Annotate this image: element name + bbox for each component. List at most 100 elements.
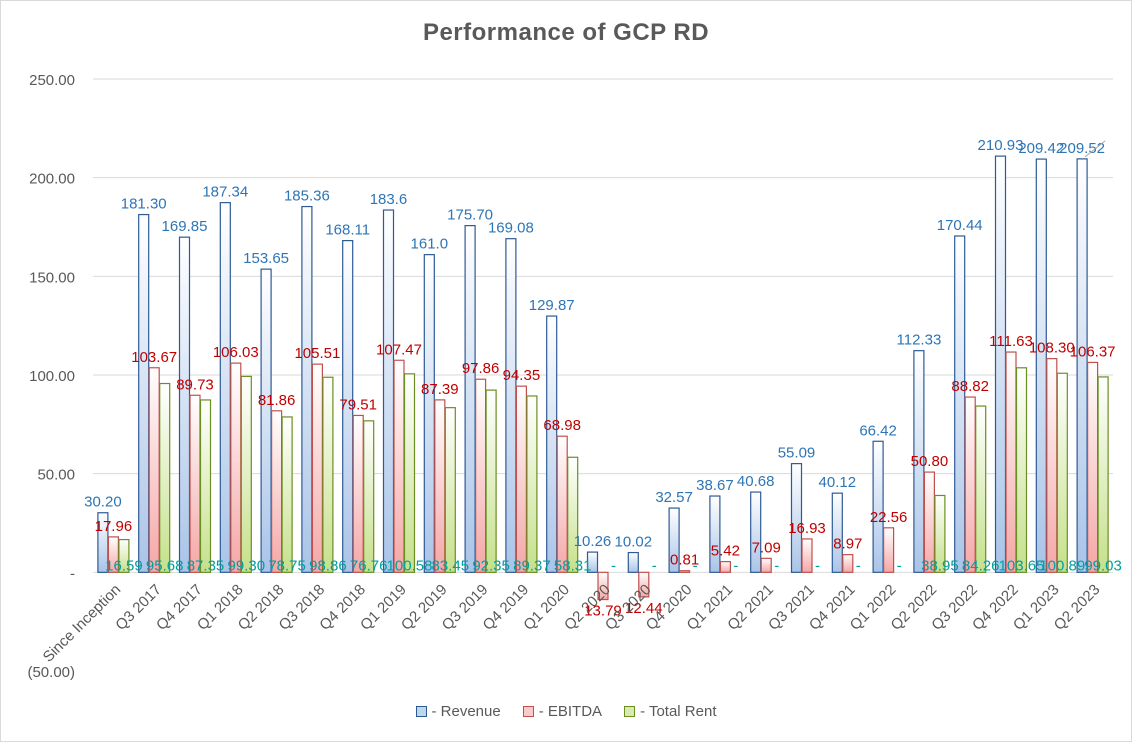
bar-revenue [138, 213, 150, 573]
data-label-revenue: 183.6 [370, 191, 408, 208]
data-label-ebitda: 13.79 [584, 603, 622, 620]
bar-ebitda [678, 570, 691, 573]
data-label-revenue: 209.52 [1059, 140, 1105, 157]
data-label-ebitda: 106.03 [213, 344, 259, 361]
bar-revenue [709, 495, 721, 573]
bar-ebitda [719, 561, 732, 573]
y-tick-label: 200.00 [29, 171, 75, 188]
y-tick-label: 150.00 [29, 269, 75, 286]
data-label-total-rent: - [815, 557, 820, 574]
data-label-total-rent: 78.75 [268, 557, 306, 574]
legend-swatch-revenue [415, 706, 427, 717]
bar-revenue [994, 155, 1007, 573]
data-label-total-rent: 98.86 [309, 557, 347, 574]
data-label-revenue: 10.26 [574, 533, 612, 550]
data-label-ebitda: 5.42 [711, 543, 740, 560]
data-label-ebitda: 111.63 [989, 333, 1033, 350]
bar-revenue [423, 254, 435, 573]
bar-total-rent [1015, 367, 1028, 573]
bar-ebitda [311, 363, 323, 573]
data-label-ebitda: 79.51 [339, 396, 377, 413]
bar-ebitda [271, 410, 283, 573]
bar-total-rent [975, 405, 987, 573]
bar-revenue [505, 238, 517, 573]
data-label-total-rent: 100.89 [1039, 557, 1085, 574]
bar-ebitda [475, 378, 487, 573]
legend-item-ebitda: - EBITDA [522, 703, 602, 720]
data-label-total-rent: 16.59 [105, 557, 143, 574]
data-label-total-rent: 87.35 [187, 557, 225, 574]
data-label-total-rent: - [693, 557, 698, 574]
bar-ebitda [964, 396, 976, 573]
bar-revenue [260, 268, 272, 573]
bar-ebitda [1086, 361, 1099, 573]
data-label-total-rent: 83.45 [432, 557, 470, 574]
data-label-ebitda: 68.98 [543, 417, 581, 434]
legend-item-revenue: - Revenue [415, 703, 501, 720]
data-label-ebitda: 106.37 [1070, 343, 1116, 360]
data-label-revenue: 112.33 [897, 332, 942, 349]
bar-revenue [872, 440, 884, 573]
data-label-revenue: 129.87 [529, 297, 575, 314]
bar-revenue [178, 236, 191, 573]
data-label-ebitda: 8.97 [833, 536, 862, 553]
data-label-total-rent: - [652, 557, 657, 574]
bar-total-rent [281, 416, 293, 573]
bar-revenue [668, 507, 680, 573]
bar-ebitda [842, 554, 854, 573]
bar-total-rent [403, 373, 416, 573]
data-label-revenue: 40.12 [819, 474, 857, 491]
data-label-revenue: 187.34 [202, 184, 248, 201]
y-tick-label: 250.00 [29, 72, 75, 89]
y-tick-label: 100.00 [29, 368, 75, 385]
data-label-revenue: 169.85 [162, 218, 208, 235]
chart-title: Performance of GCP RD [422, 19, 710, 46]
x-tick-label: Since Inception [40, 581, 125, 666]
data-label-revenue: 181.30 [121, 196, 167, 213]
data-label-ebitda: 89.73 [176, 376, 214, 393]
data-label-total-rent: 95.68 [146, 557, 184, 574]
data-label-total-rent: 100.58 [387, 557, 433, 574]
legend-swatch-total-rent [624, 706, 636, 717]
bar-revenue [627, 551, 639, 573]
data-label-ebitda: 7.09 [752, 539, 781, 556]
bar-revenue [790, 463, 803, 573]
data-label-ebitda: 107.47 [376, 341, 422, 358]
data-label-ebitda: 97.86 [462, 360, 500, 377]
bar-ebitda [148, 367, 160, 573]
bar-ebitda [638, 571, 650, 598]
bar-ebitda [556, 435, 568, 573]
bar-revenue [219, 202, 231, 573]
bar-ebitda [1005, 351, 1017, 573]
data-label-total-rent: - [897, 557, 902, 574]
bar-total-rent [934, 494, 946, 573]
data-label-ebitda: 81.86 [258, 392, 296, 409]
data-label-total-rent: - [774, 557, 779, 574]
data-label-revenue: 169.08 [488, 220, 534, 237]
bar-ebitda [393, 359, 405, 573]
data-label-ebitda: 17.96 [95, 518, 133, 535]
bar-ebitda [352, 414, 364, 573]
data-label-total-rent: 92.35 [472, 557, 510, 574]
data-label-total-rent: 99.30 [228, 557, 266, 574]
bar-revenue [342, 239, 354, 573]
legend-item-total-rent: - Total Rent [624, 703, 717, 720]
y-tick-label: 50.00 [37, 467, 75, 484]
bar-revenue [913, 350, 925, 573]
data-label-ebitda: 0.81 [670, 552, 699, 569]
bar-ebitda [434, 399, 446, 573]
legend-label-revenue: - Revenue [431, 703, 501, 720]
chart-legend: - Revenue - EBITDA - Total Rent [1, 703, 1131, 720]
bar-total-rent [567, 456, 579, 573]
data-label-total-rent: 58.31 [554, 557, 592, 574]
data-label-total-rent: 38.95 [921, 557, 959, 574]
data-label-revenue: 10.02 [615, 534, 653, 551]
bar-ebitda [189, 394, 201, 573]
bar-ebitda [597, 571, 609, 601]
bar-total-rent [1056, 372, 1068, 573]
data-label-revenue: 175.70 [447, 207, 493, 224]
data-label-ebitda: 105.51 [294, 345, 340, 362]
data-label-revenue: 185.36 [284, 188, 330, 205]
data-label-total-rent: 89.37 [513, 557, 551, 574]
